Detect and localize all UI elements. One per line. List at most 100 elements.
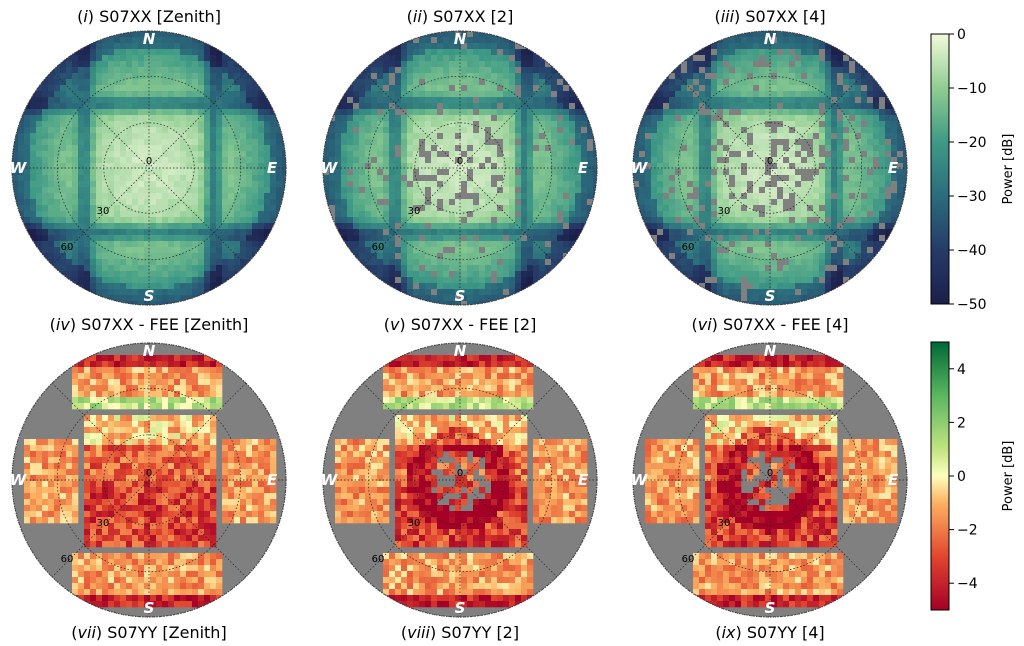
sky-panel-iv: (iv) S07XX - FEE [Zenith] 0 30 60 N S E W xyxy=(10,315,287,618)
colorbar-tick-label: −10 xyxy=(957,81,987,97)
horizon-ring xyxy=(632,30,908,306)
compass-west: W xyxy=(10,159,28,177)
compass-north: N xyxy=(764,342,777,360)
panel-number: vi xyxy=(698,315,712,334)
panel-title: (i) S07XX [Zenith] xyxy=(77,7,221,26)
panel-caption: S07XX - FEE [Zenith] xyxy=(76,315,248,334)
panel-number: ii xyxy=(413,7,422,26)
compass-west: W xyxy=(321,159,339,177)
colorbar-pattern: 0 −10 −20 −30 −40 −50 Power [dB] xyxy=(930,27,1016,313)
radial-tick-label: 30 xyxy=(408,518,421,529)
colorbar-gradient xyxy=(930,33,950,305)
compass-south: S xyxy=(455,287,466,305)
sky-panel-vi: (vi) S07XX - FEE [4] 0 30 60 N S E W xyxy=(631,315,908,618)
panel-number: iii xyxy=(721,7,735,26)
radial-tick-label: 60 xyxy=(682,554,695,565)
compass-west: W xyxy=(321,471,339,489)
panel-caption: S07XX [Zenith] xyxy=(94,7,221,26)
radial-tick-label: 60 xyxy=(372,554,385,565)
compass-west: W xyxy=(631,159,649,177)
panel-title: (vi) S07XX - FEE [4] xyxy=(691,315,848,334)
horizon-ring xyxy=(11,30,287,306)
compass-west: W xyxy=(10,471,28,489)
compass-north: N xyxy=(143,342,156,360)
grid-spoke xyxy=(51,70,247,266)
colorbar-tick-label: −4 xyxy=(957,576,978,592)
colorbar-label: Power [dB] xyxy=(1001,134,1016,205)
colorbar-residual: 4 2 0 −2 −4 Power [dB] xyxy=(930,341,1016,611)
sky-panel-ii: (ii) S07XX [2] 0 30 60 N S E W xyxy=(321,7,598,306)
sky-panel-v: (v) S07XX - FEE [2] 0 30 60 N S E W xyxy=(321,315,598,618)
compass-east: E xyxy=(578,159,589,177)
panel-caption: S07XX [4] xyxy=(740,7,825,26)
grid-spoke xyxy=(51,382,247,578)
horizon-ring xyxy=(322,342,598,618)
radial-tick-label: 30 xyxy=(97,518,110,529)
panel-title: (iii) S07XX [4] xyxy=(714,7,825,26)
compass-east: E xyxy=(267,471,278,489)
panel-number: v xyxy=(390,315,400,334)
grid-spoke xyxy=(672,70,868,266)
colorbars: 0 −10 −20 −30 −40 −50 Power [dB] 4 2 0 −2 −4 Power [… xyxy=(930,27,1016,611)
bottom-title: (viii) S07YY [2] xyxy=(401,623,519,642)
panel-title: (v) S07XX - FEE [2] xyxy=(384,315,537,334)
colorbar-tick-label: −50 xyxy=(957,297,987,313)
sky-panel-i: (i) S07XX [Zenith] 0 30 60 N S E W xyxy=(10,7,287,306)
colorbar-tick-label: −2 xyxy=(957,523,978,539)
compass-south: S xyxy=(144,599,155,617)
compass-east: E xyxy=(578,471,589,489)
colorbar-tick-label: 0 xyxy=(957,469,966,485)
compass-east: E xyxy=(888,159,899,177)
compass-north: N xyxy=(764,30,777,48)
radial-tick-label: 60 xyxy=(61,242,74,253)
colorbar-tick-label: 2 xyxy=(957,415,966,431)
colorbar-tick-label: −30 xyxy=(957,189,987,205)
radial-tick-label: 60 xyxy=(372,242,385,253)
compass-west: W xyxy=(631,471,649,489)
compass-south: S xyxy=(455,599,466,617)
sky-heatmap xyxy=(633,31,907,305)
panel-title: (iv) S07XX - FEE [Zenith] xyxy=(50,315,249,334)
colorbar-tick-label: −40 xyxy=(957,243,987,259)
radial-tick-label: 0 xyxy=(146,156,152,167)
horizon-ring xyxy=(11,342,287,618)
sky-panel-iii: (iii) S07XX [4] 0 30 60 N S E W xyxy=(631,7,908,306)
radial-tick-label: 30 xyxy=(718,518,731,529)
radial-tick-label: 0 xyxy=(146,468,152,479)
colorbar-tick-label: 4 xyxy=(957,362,966,378)
compass-north: N xyxy=(143,30,156,48)
panel-number: i xyxy=(83,7,88,26)
compass-north: N xyxy=(454,30,467,48)
grid-spoke xyxy=(672,382,868,578)
colorbar-label: Power [dB] xyxy=(1001,441,1016,512)
compass-east: E xyxy=(267,159,278,177)
panel-caption: S07XX - FEE [2] xyxy=(406,315,537,334)
radial-tick-label: 30 xyxy=(97,206,110,217)
compass-south: S xyxy=(765,287,776,305)
panel-caption: S07XX - FEE [4] xyxy=(718,315,849,334)
compass-south: S xyxy=(765,599,776,617)
radial-tick-label: 30 xyxy=(408,206,421,217)
bottom-titles: (vii) S07YY [Zenith] (viii) S07YY [2] (ix)… xyxy=(71,623,824,642)
radial-tick-label: 0 xyxy=(457,156,463,167)
panel-number: iv xyxy=(56,315,70,334)
horizon-ring xyxy=(322,30,598,306)
colorbar-gradient xyxy=(930,341,950,611)
compass-south: S xyxy=(144,287,155,305)
radial-tick-label: 60 xyxy=(682,242,695,253)
panel-caption: S07XX [2] xyxy=(428,7,513,26)
panel-title: (ii) S07XX [2] xyxy=(407,7,514,26)
radial-tick-label: 0 xyxy=(767,156,773,167)
bottom-title: (vii) S07YY [Zenith] xyxy=(71,623,226,642)
compass-north: N xyxy=(454,342,467,360)
bottom-title: (ix) S07YY [4] xyxy=(715,623,824,642)
compass-east: E xyxy=(888,471,899,489)
radial-tick-label: 0 xyxy=(457,468,463,479)
radial-tick-label: 60 xyxy=(61,554,74,565)
radial-tick-label: 0 xyxy=(767,468,773,479)
grid-spoke xyxy=(362,70,558,266)
radial-tick-label: 30 xyxy=(718,206,731,217)
colorbar-tick-label: −20 xyxy=(957,135,987,151)
